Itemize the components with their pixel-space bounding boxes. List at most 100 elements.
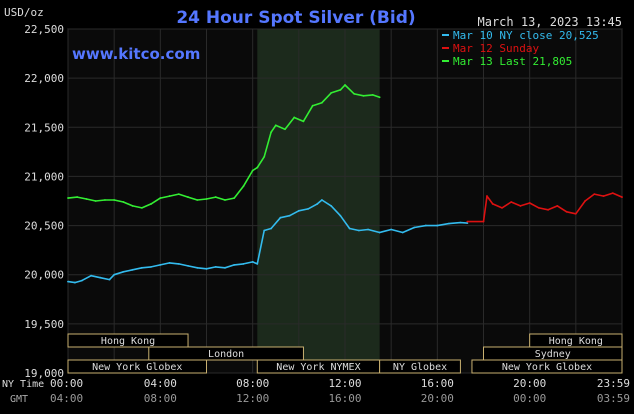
series-point-0 [196,266,199,269]
series-point-0 [159,263,162,266]
series-point-2 [339,89,342,91]
x-tick-label-ny: 23:59 [597,377,630,390]
y-axis-unit-label: USD/oz [4,6,44,19]
trading-session-highlight [257,29,380,373]
series-point-0 [279,216,282,219]
session-label: NY Globex [393,362,447,373]
series-point-1 [510,201,513,203]
series-point-1 [565,210,568,213]
series-point-1 [547,208,550,211]
brand-watermark: www.kitco.com [72,45,200,63]
series-point-2 [187,196,189,198]
series-point-0 [357,229,360,232]
session-box-outline [67,333,189,348]
gmt-row-label: GMT [10,394,28,405]
x-tick-label-gmt: 03:59 [597,392,630,405]
ny-time-row-label: NY Time [2,379,44,390]
series-point-0 [140,266,143,269]
y-tick-label: 22,000 [24,72,64,85]
series-point-2 [177,193,180,196]
series-point-0 [390,228,393,231]
series-point-1 [611,192,614,195]
x-tick-label-ny: 12:00 [328,377,361,390]
series-point-2 [159,197,162,199]
series-point-1 [482,220,485,223]
series-point-0 [436,224,439,227]
series-point-0 [367,228,369,231]
series-point-0 [214,265,217,268]
series-point-0 [424,224,427,227]
series-point-0 [233,263,236,266]
y-tick-label: 19,500 [24,318,64,331]
x-tick-label-gmt: 16:00 [328,392,361,405]
series-point-0 [256,263,259,265]
x-tick-label-gmt: 00:00 [513,392,546,405]
series-point-0 [307,207,309,210]
market-session-box: Hong Kong [529,333,623,348]
series-point-2 [196,199,199,201]
market-session-box: Sydney [483,346,623,361]
plot-area: 22,500 22,000 21,500 21,000 20,500 20,000 19,5… [24,23,630,405]
session-label: Hong Kong [549,336,603,347]
series-point-1 [538,206,540,209]
series-point-0 [168,262,171,264]
series-point-2 [330,91,333,94]
series-point-1 [602,195,605,197]
series-point-0 [348,227,351,230]
session-box-outline [379,359,461,374]
series-point-0 [74,281,76,284]
y-tick-label: 21,500 [24,121,64,134]
session-box-outline [148,346,304,361]
series-point-0 [187,264,189,267]
series-point-0 [270,227,273,230]
series-point-0 [113,273,116,276]
x-tick-label-gmt: 08:00 [144,392,177,405]
x-tick-label-gmt: 04:00 [50,392,83,405]
series-point-2 [131,205,134,207]
series-point-1 [621,196,623,198]
series-point-2 [263,155,266,158]
chart-title: 24 Hour Spot Silver (Bid) [176,8,415,28]
market-session-box: New York Globex [471,359,623,374]
x-tick-label-gmt: 20:00 [421,392,454,405]
series-point-2 [140,206,143,209]
series-point-2 [302,120,305,123]
series-point-1 [593,193,596,196]
series-point-2 [233,197,236,199]
series-point-0 [177,263,180,265]
series-point-2 [362,94,365,97]
series-point-2 [168,195,171,197]
series-point-2 [224,199,226,201]
market-session-box: New York NYMEX [256,359,381,374]
x-tick-label-ny: 00:00 [50,377,83,390]
series-point-0 [131,268,134,271]
series-point-0 [205,267,208,270]
session-box-outline [471,359,623,374]
series-point-0 [447,222,450,225]
series-point-0 [288,214,291,217]
series-point-0 [224,266,226,269]
series-point-0 [99,276,102,279]
market-session-box: NY Globex [379,359,461,374]
session-label: New York Globex [502,362,592,373]
series-point-0 [378,231,381,234]
market-session-box: New York Globex [67,359,207,374]
series-point-1 [486,195,488,197]
session-label: Hong Kong [101,336,155,347]
series-point-2 [293,116,296,119]
session-box-outline [67,359,207,374]
series-point-2 [104,199,106,201]
series-point-1 [501,206,503,209]
series-point-0 [316,203,319,205]
series-point-2 [371,93,374,96]
series-point-1 [466,220,469,223]
session-label: Sydney [535,349,571,360]
series-point-2 [321,101,323,104]
market-session-box: Hong Kong [67,333,189,348]
series-point-0 [90,274,92,277]
legend-entry: Mar 12 Sunday [453,42,539,55]
x-tick-label-ny: 04:00 [144,377,177,390]
series-point-0 [413,226,416,229]
